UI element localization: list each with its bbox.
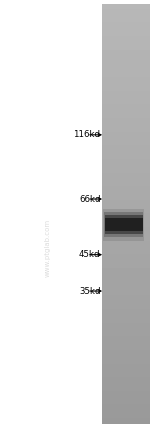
Text: 35kd: 35kd xyxy=(79,286,100,296)
Text: 66kd: 66kd xyxy=(79,194,100,204)
Bar xyxy=(105,218,142,231)
Bar xyxy=(104,212,143,237)
Text: 116kd: 116kd xyxy=(74,130,100,140)
Bar xyxy=(103,209,144,241)
Text: www.ptglab.com: www.ptglab.com xyxy=(45,219,51,277)
Text: 45kd: 45kd xyxy=(79,250,100,259)
Bar xyxy=(105,215,143,234)
